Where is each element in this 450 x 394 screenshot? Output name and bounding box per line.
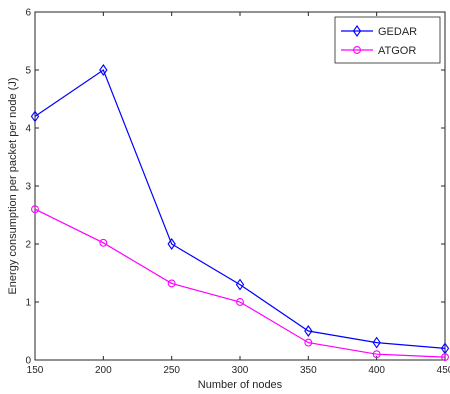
y-tick-label: 1 <box>25 298 31 309</box>
legend-entry-gedar: GEDAR <box>341 25 417 38</box>
x-tick-label: 150 <box>27 365 44 376</box>
y-tick-label: 4 <box>25 124 31 135</box>
y-tick-label: 3 <box>25 182 31 193</box>
data-point <box>304 338 313 347</box>
legend-label: GEDAR <box>378 26 417 38</box>
data-point <box>372 350 381 359</box>
series-line <box>34 69 446 349</box>
data-point <box>31 205 39 214</box>
y-tick-label: 5 <box>25 66 31 77</box>
y-tick-label: 2 <box>25 240 31 251</box>
series-atgor <box>31 205 449 362</box>
x-axis-label: Number of nodes <box>198 379 283 391</box>
data-point <box>441 353 449 362</box>
x-tick-label: 200 <box>95 365 112 376</box>
series-gedar <box>30 64 450 355</box>
plot-frame <box>34 11 446 361</box>
y-tick-label: 6 <box>25 8 31 19</box>
legend-box <box>334 16 441 64</box>
data-point <box>99 64 108 76</box>
series-layer <box>30 64 450 362</box>
data-point <box>167 238 176 250</box>
plot-area <box>34 11 446 361</box>
legend-label: ATGOR <box>378 45 416 57</box>
x-tick-label: 250 <box>163 365 180 376</box>
data-point <box>372 336 381 349</box>
x-tick-label: 300 <box>232 365 249 376</box>
data-point <box>167 279 176 288</box>
data-point <box>235 278 245 291</box>
data-point <box>236 298 244 306</box>
legend-marker <box>352 25 362 37</box>
legend: GEDAR ATGOR <box>334 16 441 64</box>
data-point <box>304 325 313 337</box>
x-tick-label: 450 <box>437 365 450 376</box>
data-point <box>30 110 40 123</box>
x-tick-label: 400 <box>368 365 385 376</box>
legend-marker <box>353 46 361 54</box>
series-line <box>34 208 446 358</box>
x-tick-label: 350 <box>300 365 317 376</box>
legend-entry-atgor: ATGOR <box>341 45 416 57</box>
y-axis-label: Energy consumption per packet per node (… <box>7 77 19 294</box>
y-tick-label: 0 <box>25 356 31 367</box>
data-point <box>99 238 108 247</box>
